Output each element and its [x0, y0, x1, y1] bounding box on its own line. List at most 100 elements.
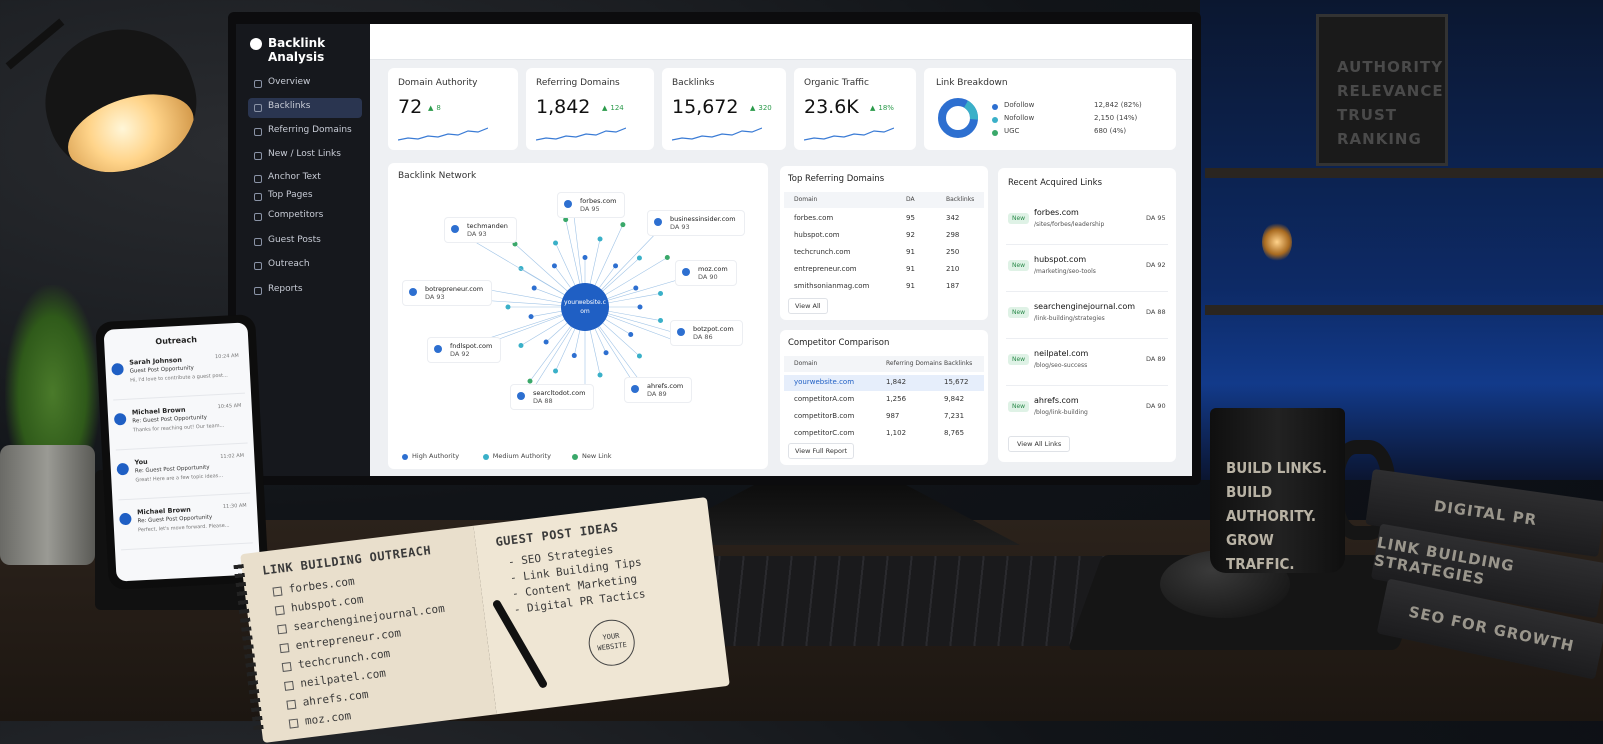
kpi-change: ▲ 8	[428, 104, 441, 112]
node-dot	[637, 304, 643, 310]
poster-line: TRUST	[1337, 106, 1397, 124]
node-name: businessinsider.com	[670, 215, 736, 223]
link-da: DA 92	[1146, 261, 1166, 269]
divider	[1006, 338, 1168, 339]
nav-label: Referring Domains	[268, 125, 352, 135]
node-dot	[528, 314, 534, 320]
kpi-change-value: 18%	[878, 104, 894, 112]
table-cell: 7,231	[944, 412, 965, 420]
node-icon	[517, 392, 525, 400]
node-da: DA 92	[450, 350, 470, 358]
legend-dot	[482, 454, 489, 460]
sparkline-path	[398, 127, 488, 141]
nav-label: Outreach	[268, 259, 310, 269]
nav-icon	[254, 238, 262, 246]
table-cell: 298	[946, 231, 960, 239]
node-name: searcltodot.com	[533, 389, 586, 397]
kpi-label: Organic Traffic	[804, 78, 869, 88]
link-da: DA 88	[1146, 308, 1166, 316]
node-da: DA 89	[647, 390, 667, 398]
nav-icon	[254, 287, 262, 295]
node-dot	[553, 240, 559, 246]
edge	[459, 232, 586, 308]
table-cell: entrepreneur.com	[794, 265, 857, 273]
node-name: forbes.com	[580, 197, 617, 205]
node-da: DA 86	[693, 333, 713, 341]
table-button[interactable]: View All Links	[1008, 436, 1071, 452]
table-cell: 1,256	[886, 395, 907, 403]
node-da: DA 93	[467, 230, 487, 238]
recent-panel: Recent Acquired Links New forbes.com/sites…	[998, 168, 1176, 462]
time: 10:45 AM	[217, 402, 242, 411]
center-label: yourwebsite.com	[564, 299, 606, 315]
kpi-change: ▲ 18%	[870, 104, 894, 112]
donut	[938, 98, 978, 138]
node-dot	[563, 217, 569, 223]
breakdown-label: UGC	[1004, 127, 1020, 135]
mug-line: GROW TRAFFIC.	[1226, 531, 1295, 573]
link-da: DA 90	[1146, 402, 1166, 410]
breakdown-label: Dofollow	[1004, 101, 1035, 109]
poster-line: RANKING	[1337, 130, 1422, 148]
divider	[1006, 385, 1168, 386]
nav-item[interactable]: Guest Posts	[248, 232, 362, 252]
nav-item[interactable]: New / Lost Links	[248, 146, 362, 166]
table-cell: techcrunch.com	[794, 248, 851, 256]
nav-item[interactable]: Outreach	[248, 256, 362, 276]
sender: Sarah Johnson	[129, 355, 183, 367]
nav-icon	[254, 262, 262, 270]
kpi-card: Organic Traffic 23.6K ▲ 18%	[794, 68, 916, 150]
table-header: Domain	[794, 196, 818, 203]
checkbox	[272, 586, 283, 597]
divider	[115, 442, 248, 451]
table-cell: 1,842	[886, 378, 907, 386]
nav-item[interactable]: Anchor Text	[248, 169, 362, 189]
divider	[121, 542, 253, 551]
divider	[118, 492, 251, 501]
nav-icon	[254, 128, 262, 136]
node-icon	[682, 268, 690, 276]
checkbox	[277, 624, 288, 635]
breakdown-value: 12,842 (82%)	[1094, 101, 1142, 109]
sparkline-path	[804, 127, 894, 141]
node-da: DA 90	[698, 273, 718, 281]
node-dot	[628, 332, 634, 338]
nav-item[interactable]: Backlinks	[248, 98, 362, 118]
table-button[interactable]: View Full Report	[788, 443, 855, 459]
dashboard: Domain Authority 72 ▲ 8 Referring Domains 1,8…	[370, 24, 1192, 476]
keyboard	[663, 556, 1141, 646]
kpi-arrow: ▲	[428, 104, 434, 112]
legend-dot	[992, 104, 998, 110]
time: 11:02 AM	[220, 452, 245, 460]
legend-label: Medium Authority	[492, 452, 551, 460]
nav-label: New / Lost Links	[268, 149, 341, 159]
legend-dot	[572, 454, 578, 460]
kpi-card: Referring Domains 1,842 ▲ 124	[526, 68, 654, 150]
link-path: /blog/link-building	[1034, 409, 1088, 416]
breakdown-title: Link Breakdown	[936, 78, 1008, 88]
panel-title: Recent Acquired Links	[1008, 178, 1103, 188]
node-dot	[597, 372, 603, 378]
avatar	[111, 362, 124, 376]
node-da: DA 93	[425, 293, 445, 301]
sparkline-path	[536, 127, 626, 141]
kpi-change: ▲ 320	[750, 104, 772, 112]
sender: You	[134, 457, 148, 467]
legend-label: New Link	[582, 452, 612, 460]
sender: Michael Brown	[136, 505, 191, 517]
table-cell: 187	[946, 282, 960, 290]
nav-item[interactable]: Top Pages	[248, 187, 362, 207]
node-dot	[571, 353, 577, 359]
nav-item[interactable]: Overview	[248, 74, 362, 94]
nav-item[interactable]: Competitors	[248, 207, 362, 227]
time: 10:24 AM	[214, 352, 239, 361]
domain-node: forbes.com DA 95	[557, 192, 626, 218]
link-domain: ahrefs.com	[1034, 396, 1079, 405]
books: DIGITAL PR LINK BUILDING STRATEGIES SEO FO…	[1365, 468, 1603, 680]
node-dot	[620, 222, 626, 228]
subject: Guest Post Opportunity	[129, 365, 194, 375]
nav-item[interactable]: Referring Domains	[248, 122, 362, 142]
nav-item[interactable]: Reports	[248, 281, 362, 301]
node-da: DA 95	[580, 205, 600, 213]
table-button[interactable]: View All	[788, 298, 828, 314]
